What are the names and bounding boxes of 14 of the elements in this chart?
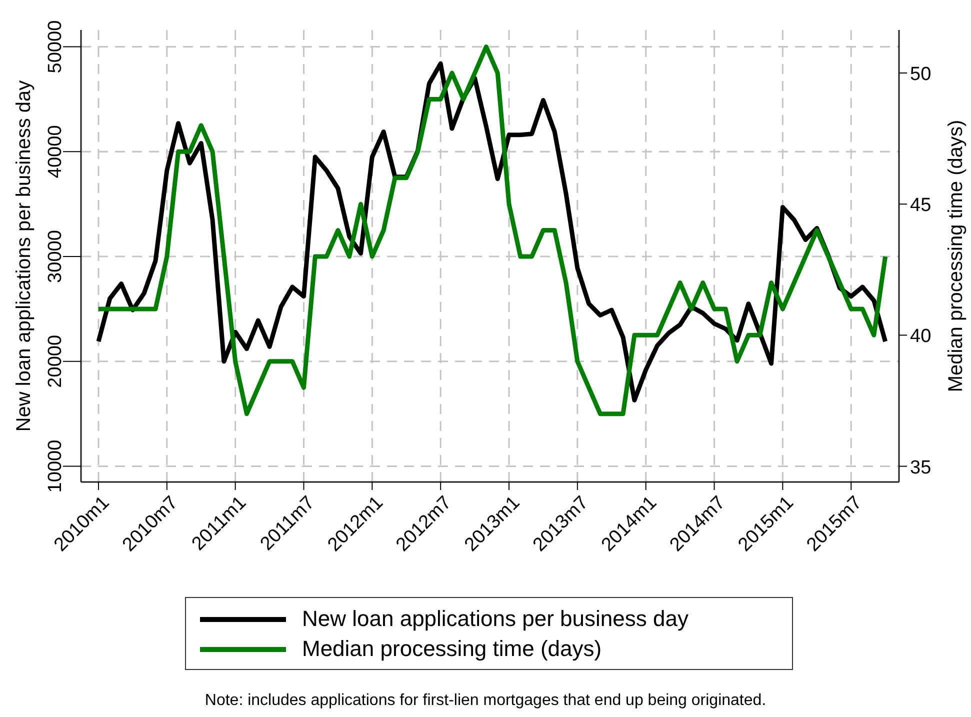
- y-tick-label: 10000: [45, 440, 66, 493]
- text: Note: includes applications for first-lien mortgages that end up being originated.: [204, 692, 768, 710]
- y2-axis-title: Median processing time (days): [945, 120, 967, 392]
- y-tick-label: 50000: [45, 20, 66, 74]
- y2-tick-label: 35: [910, 457, 932, 478]
- y2-tick-label: 45: [910, 195, 932, 216]
- y-tick-label: 40000: [45, 125, 66, 178]
- y-tick-label: 30000: [45, 230, 66, 283]
- legend-label: New loan applications per business day: [302, 606, 688, 632]
- legend-label: Median processing time (days): [302, 636, 602, 662]
- y-tick-label: 20000: [45, 334, 66, 388]
- y2-tick-label: 40: [910, 326, 932, 348]
- y-axis-title: New loan applications per business day: [13, 80, 35, 432]
- y2-tick-label: 50: [910, 64, 932, 85]
